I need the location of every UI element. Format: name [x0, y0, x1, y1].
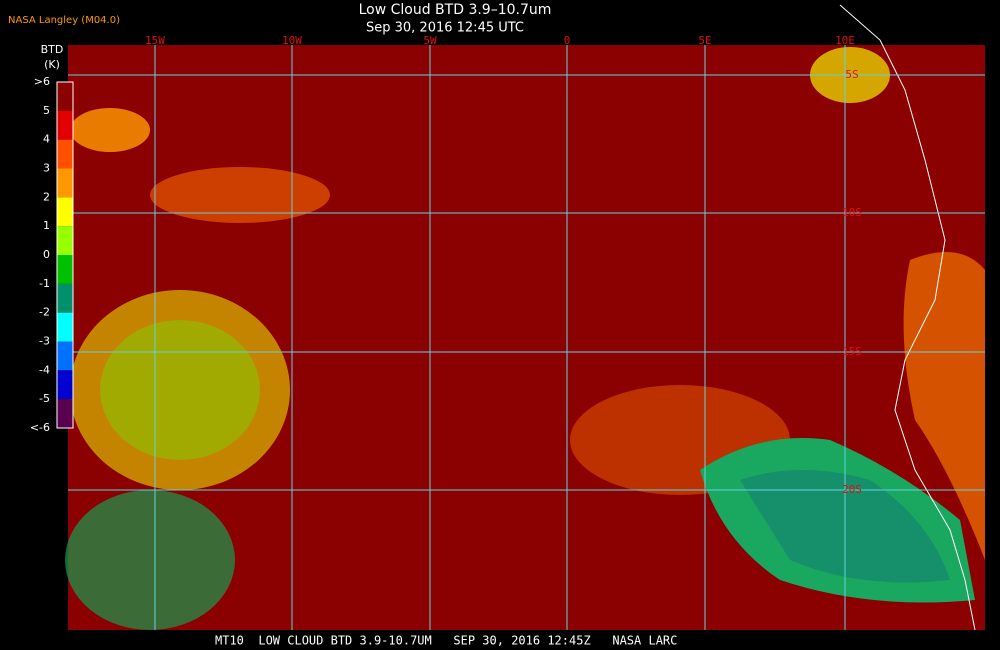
longitude-label: 5E [698, 34, 711, 47]
legend-label: -1 [39, 277, 50, 290]
latitude-label: 10S [842, 206, 862, 219]
legend-swatch [57, 139, 73, 169]
longitude-label: 0 [564, 34, 571, 47]
graticule: 15W 10W 5W 0 5E 10E 5S 10S 15S 20S [68, 34, 985, 630]
image-area [65, 4, 985, 631]
latitude-label: 20S [842, 483, 862, 496]
latitude-label: 15S [842, 345, 862, 358]
legend-swatch [57, 82, 73, 111]
longitude-label: 10E [835, 34, 855, 47]
legend-swatch [57, 341, 73, 371]
cloud-patch [70, 108, 150, 152]
legend: >6 5 4 3 2 1 0 -1 -2 -3 -4 -5 <-6 [30, 75, 74, 434]
longitude-label: 5W [423, 34, 437, 47]
legend-label: <-6 [30, 421, 50, 434]
legend-swatch [57, 399, 73, 428]
legend-swatch [57, 110, 73, 140]
title: Low Cloud BTD 3.9–10.7um [359, 2, 552, 18]
land-heat [903, 252, 985, 560]
coastline [839, 4, 976, 631]
legend-label: 3 [43, 162, 50, 175]
legend-label: 5 [43, 104, 50, 117]
legend-swatch [57, 312, 73, 342]
legend-label: -3 [39, 335, 50, 348]
cloud-patch [150, 167, 330, 223]
cloud-patch [100, 320, 260, 460]
legend-swatch [57, 197, 73, 227]
cloud-patch [65, 490, 235, 630]
legend-title: BTD [41, 43, 64, 56]
longitude-label: 15W [145, 34, 165, 47]
legend-frame [56, 81, 74, 429]
legend-label: 1 [43, 219, 50, 232]
legend-label: -2 [39, 306, 50, 319]
latitude-label: 5S [845, 68, 858, 81]
legend-label: 2 [43, 190, 50, 203]
legend-unit: (K) [44, 58, 60, 71]
legend-label: >6 [34, 75, 50, 88]
legend-label: -5 [39, 392, 50, 405]
legend-label: 0 [43, 248, 50, 261]
legend-label: -4 [39, 363, 50, 376]
subtitle: Sep 30, 2016 12:45 UTC [366, 21, 524, 36]
legend-swatch [57, 283, 73, 313]
credit: NASA Langley (M04.0) [8, 15, 120, 26]
legend-swatch [57, 255, 73, 284]
legend-swatch [57, 370, 73, 400]
legend-label: 4 [43, 133, 50, 146]
legend-swatch [57, 168, 73, 198]
longitude-label: 10W [282, 34, 302, 47]
footer: MT10 LOW CLOUD BTD 3.9-10.7UM SEP 30, 20… [215, 634, 677, 648]
legend-swatch [57, 226, 73, 255]
